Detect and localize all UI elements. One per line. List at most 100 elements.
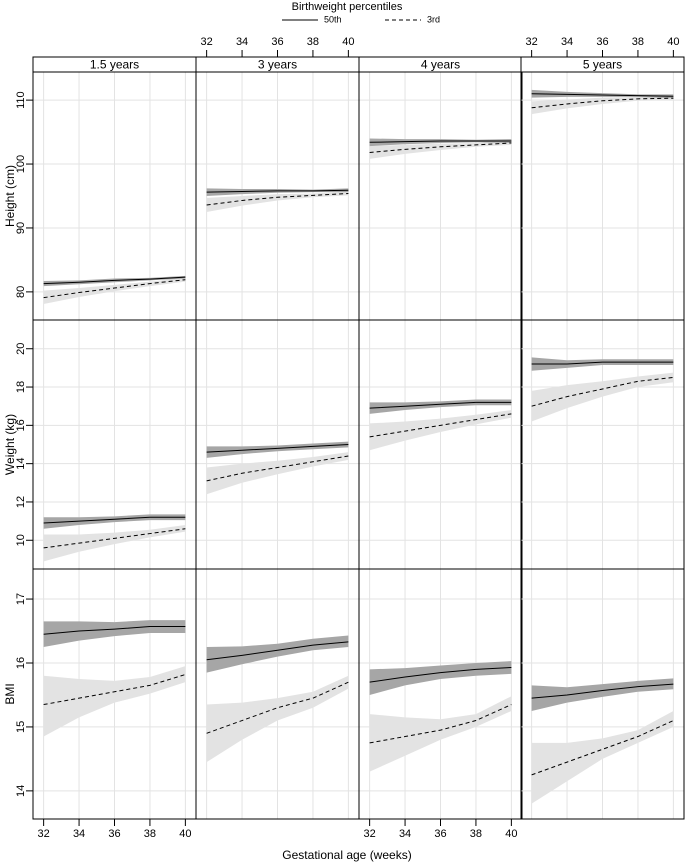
y-tick-label: 15 [15,721,27,733]
panel-data [531,89,674,115]
x-tick-label: 40 [505,828,517,840]
series-line [43,674,186,706]
y-tick-label: 100 [15,155,27,173]
x-tick-label: 34 [236,36,248,48]
x-tick-label: 34 [399,828,411,840]
y-axis-title: BMI [3,683,17,704]
panel [520,319,685,570]
confidence-band [369,141,512,159]
y-tick-label: 10 [15,534,27,546]
series-line [369,401,512,409]
confidence-band [369,696,512,772]
panel-data [43,275,186,305]
series-line [43,276,186,285]
confidence-band [206,188,349,196]
y-tick-label: 12 [15,496,27,508]
confidence-band [206,191,349,212]
confidence-band [531,710,674,804]
series-line [206,189,349,193]
panel-data [206,188,349,212]
x-axis-title: Gestational age (weeks) [282,848,411,862]
y-tick-label: 16 [15,657,27,669]
series-line [531,93,674,97]
panel-data [369,661,512,772]
x-tick-label: 36 [271,36,283,48]
x-tick-label: 38 [632,36,644,48]
x-tick-label: 40 [179,828,191,840]
y-tick-label: 14 [15,458,27,470]
series-line [369,666,512,683]
confidence-band [531,357,674,371]
panel-data [369,138,512,159]
panel [32,568,197,820]
series-line [531,376,674,407]
x-tick-label: 32 [364,828,376,840]
legend-label: 3rd [427,14,440,24]
confidence-band [43,666,186,737]
x-tick-label: 36 [108,828,120,840]
panel [358,319,523,570]
series-line [531,97,674,109]
series-line [369,142,512,154]
x-tick-label: 32 [201,36,213,48]
x-tick-label: 38 [144,828,156,840]
panel [520,568,685,820]
confidence-band [531,372,674,422]
confidence-band [369,399,512,414]
panel-data [369,399,512,451]
panel-data [43,620,186,737]
y-tick-label: 17 [15,593,27,605]
panel [195,568,360,820]
series-line [369,704,512,744]
series-line [206,192,349,206]
confidence-band [43,275,186,287]
legend-label: 50th [324,14,342,24]
series-line [43,516,186,524]
panel [32,319,197,570]
confidence-band [369,138,512,147]
panel-data [531,678,674,804]
panel [358,568,523,820]
y-tick-label: 80 [15,286,27,298]
y-axis-title: Weight (kg) [3,414,17,475]
panel [358,71,523,321]
series-line [206,455,349,482]
panel-data [43,514,186,562]
x-tick-label: 34 [561,36,573,48]
y-tick-label: 20 [15,343,27,355]
series-line [531,361,674,365]
y-tick-label: 110 [15,91,27,109]
x-tick-label: 32 [38,828,50,840]
x-tick-label: 34 [73,828,85,840]
panel-data [206,441,349,495]
series-line [206,641,349,661]
series-line [369,140,512,143]
x-tick-label: 32 [526,36,538,48]
x-tick-label: 36 [434,828,446,840]
x-tick-label: 38 [470,828,482,840]
legend-title: Birthweight percentiles [292,1,403,13]
series-line [531,683,674,699]
panel [520,71,685,321]
panel [195,71,360,321]
panel-data [206,635,349,763]
x-tick-label: 40 [342,36,354,48]
strip-label: 5 years [583,58,622,72]
confidence-band [43,514,186,529]
strip-label: 1.5 years [90,58,139,72]
y-axis-title: Height (cm) [3,165,17,227]
y-tick-label: 18 [15,381,27,393]
x-tick-label: 38 [307,36,319,48]
series-line [206,444,349,453]
panel [195,319,360,570]
confidence-band [206,675,349,763]
y-tick-label: 90 [15,222,27,234]
strip-label: 3 years [258,58,297,72]
series-line [43,528,186,549]
x-tick-label: 40 [667,36,679,48]
panel [32,71,197,321]
confidence-band [43,277,186,305]
series-line [43,626,186,635]
y-tick-label: 16 [15,419,27,431]
